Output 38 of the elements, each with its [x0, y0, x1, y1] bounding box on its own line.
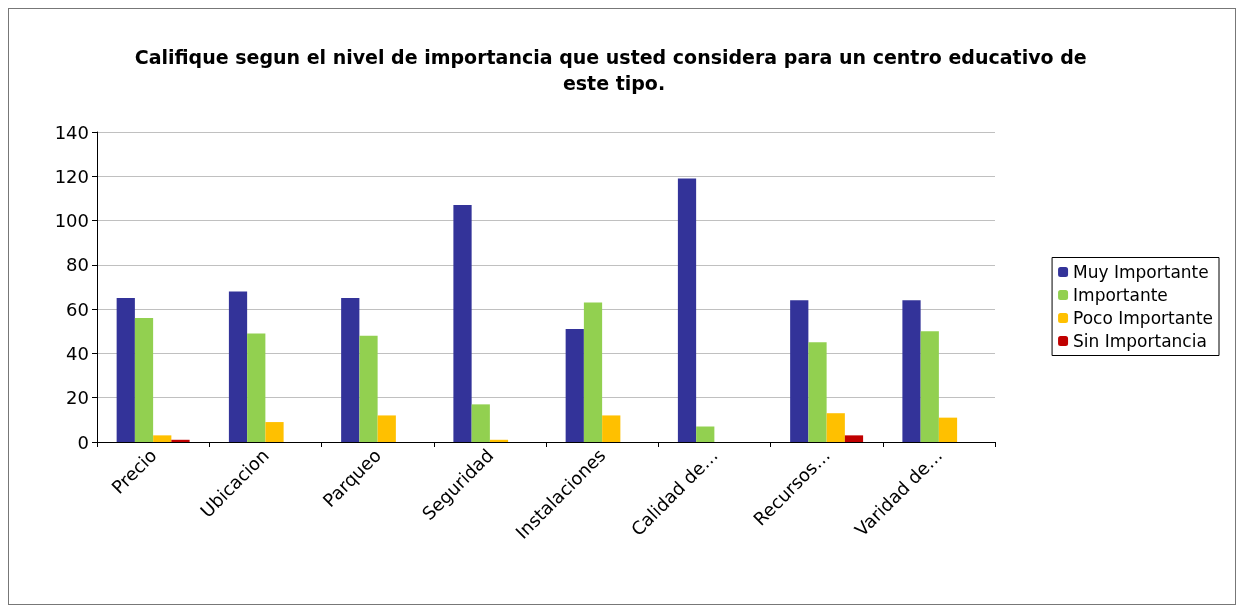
- bar: [153, 435, 172, 442]
- y-tick-label: 0: [77, 431, 89, 453]
- bar: [790, 300, 809, 442]
- bar: [696, 426, 715, 442]
- bar: [844, 435, 864, 442]
- legend-label: Sin Importancia: [1073, 331, 1207, 351]
- chart-title: Califique segun el nivel de importancia que usted considera para un centro educativo de este tipo.: [134, 46, 1094, 94]
- bar: [826, 413, 845, 442]
- bar: [602, 415, 621, 442]
- y-tick-label: 20: [66, 387, 89, 409]
- bar: [228, 291, 248, 442]
- y-tick-label: 60: [66, 298, 89, 320]
- y-tick-label: 40: [66, 342, 89, 364]
- bar: [677, 178, 697, 442]
- y-tick-label: 80: [66, 254, 89, 276]
- bar: [134, 318, 154, 442]
- bar: [938, 417, 958, 442]
- bar: [265, 422, 284, 442]
- bar: [583, 302, 603, 442]
- legend-label: Poco Importante: [1073, 308, 1213, 328]
- y-tick-label: 140: [54, 121, 89, 143]
- bar: [920, 331, 939, 442]
- bar: [565, 329, 584, 442]
- bar: [471, 404, 490, 442]
- y-tick-label: 120: [54, 165, 89, 187]
- bar: [453, 205, 472, 442]
- bar: [377, 415, 396, 442]
- bar: [902, 300, 921, 442]
- bar: [116, 298, 135, 442]
- bar: [359, 335, 378, 442]
- bar: [341, 298, 360, 442]
- y-tick-label: 100: [54, 210, 89, 232]
- bar: [247, 333, 266, 442]
- bar: [808, 342, 827, 442]
- legend-label: Muy Importante: [1073, 262, 1209, 282]
- bar: [171, 439, 190, 442]
- bar: [489, 439, 509, 442]
- legend-label: Importante: [1073, 285, 1168, 305]
